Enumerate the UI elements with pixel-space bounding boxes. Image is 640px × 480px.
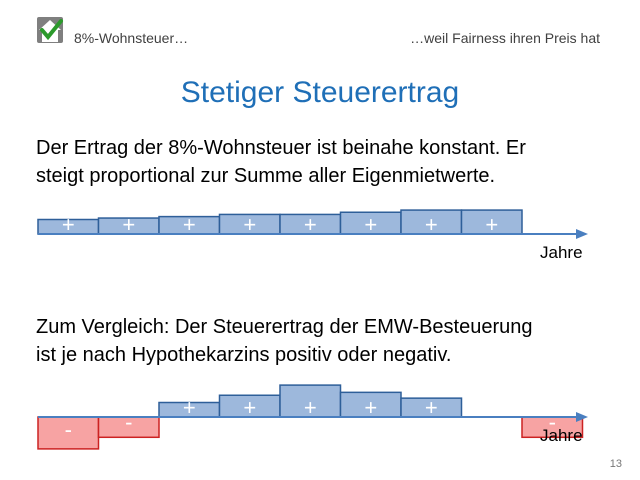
bar-sign-label: + <box>122 212 135 237</box>
bar-sign-label: + <box>183 395 196 420</box>
paragraph-line: Zum Vergleich: Der Steuerertrag der EMW-… <box>36 316 533 338</box>
slide-title: Stetiger Steuerertrag <box>180 76 460 109</box>
bar-sign-label: + <box>243 395 256 420</box>
bar-sign-label: + <box>485 212 498 237</box>
paragraph-wohnsteuer: Der Ertrag der 8%-Wohnsteuer ist beinahe… <box>36 134 616 190</box>
bar-positive <box>279 384 342 418</box>
bar-sign-label: + <box>183 212 196 237</box>
x-axis-label: Jahre <box>540 243 583 262</box>
bar-sign-label: + <box>243 212 256 237</box>
x-axis-label: Jahre <box>540 426 583 445</box>
bar-sign-label: + <box>425 212 438 237</box>
bar-sign-label: + <box>425 395 438 420</box>
page-number: 13 <box>609 458 622 470</box>
bar-sign-label: + <box>62 212 75 237</box>
paragraph-line: ist je nach Hypothekarzins positiv oder … <box>36 344 452 366</box>
header-slogan: …weil Fairness ihren Preis hat <box>410 30 600 46</box>
bar-sign-label: + <box>304 395 317 420</box>
bar-sign-label: - <box>125 410 132 435</box>
wohnsteuer-chart: + + + + + + + + Jahre <box>37 209 588 262</box>
bar-sign-label: + <box>364 395 377 420</box>
paragraph-line: Der Ertrag der 8%-Wohnsteuer ist beinahe… <box>36 137 526 159</box>
x-axis-arrow <box>576 229 588 239</box>
house-check-logo <box>37 17 63 43</box>
paragraph-line: steigt proportional zur Summe aller Eige… <box>36 165 496 187</box>
header-topic: 8%-Wohnsteuer… <box>74 30 189 46</box>
bar-sign-label: - <box>65 417 72 442</box>
paragraph-emw: Zum Vergleich: Der Steuerertrag der EMW-… <box>36 313 616 369</box>
bar-sign-label: + <box>304 212 317 237</box>
bar-sign-label: - <box>549 410 556 435</box>
bar-sign-label: + <box>364 212 377 237</box>
bar-negative <box>37 416 100 450</box>
x-axis-arrow <box>576 412 588 422</box>
emw-chart: - -+ + + + +-Jahre <box>37 384 588 450</box>
bar-positive <box>339 391 402 418</box>
